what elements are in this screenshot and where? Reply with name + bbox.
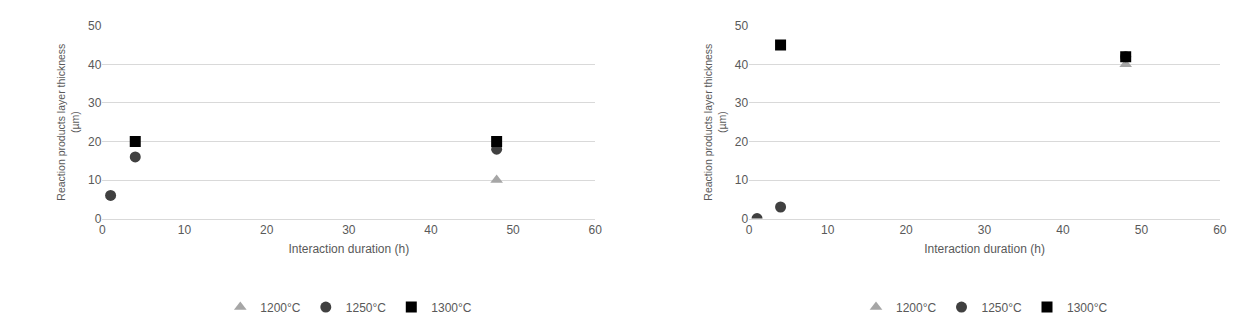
- svg-text:40: 40: [88, 58, 102, 72]
- svg-text:Interaction duration (h): Interaction duration (h): [924, 242, 1045, 256]
- svg-text:0: 0: [95, 212, 102, 226]
- svg-text:40: 40: [1056, 223, 1070, 237]
- svg-text:1200°C: 1200°C: [260, 301, 300, 315]
- svg-text:10: 10: [178, 223, 192, 237]
- svg-text:20: 20: [899, 223, 913, 237]
- svg-text:30: 30: [978, 223, 992, 237]
- svg-text:Interaction duration (h): Interaction duration (h): [288, 242, 409, 256]
- svg-text:1250°C: 1250°C: [346, 301, 386, 315]
- svg-text:0: 0: [742, 212, 749, 226]
- svg-text:10: 10: [821, 223, 835, 237]
- svg-text:1250°C: 1250°C: [982, 301, 1022, 315]
- svg-text:50: 50: [735, 19, 749, 33]
- svg-text:40: 40: [424, 223, 438, 237]
- svg-text:60: 60: [1213, 223, 1227, 237]
- svg-text:10: 10: [88, 173, 102, 187]
- svg-text:30: 30: [735, 96, 749, 110]
- svg-text:Reaction products layer thickn: Reaction products layer thickness(µm): [55, 44, 81, 201]
- svg-text:0: 0: [746, 223, 753, 237]
- svg-text:0: 0: [99, 223, 106, 237]
- svg-text:50: 50: [1135, 223, 1149, 237]
- svg-text:10: 10: [735, 173, 749, 187]
- svg-text:20: 20: [88, 135, 102, 149]
- svg-text:50: 50: [88, 19, 102, 33]
- svg-text:20: 20: [735, 135, 749, 149]
- svg-text:Reaction products layer thickn: Reaction products layer thickness(µm): [702, 44, 728, 201]
- svg-text:1300°C: 1300°C: [1067, 301, 1107, 315]
- svg-text:1300°C: 1300°C: [431, 301, 471, 315]
- svg-text:20: 20: [260, 223, 274, 237]
- svg-text:30: 30: [88, 96, 102, 110]
- svg-text:1200°C: 1200°C: [896, 301, 936, 315]
- svg-text:60: 60: [589, 223, 603, 237]
- svg-text:50: 50: [506, 223, 520, 237]
- svg-text:40: 40: [735, 58, 749, 72]
- svg-text:30: 30: [342, 223, 356, 237]
